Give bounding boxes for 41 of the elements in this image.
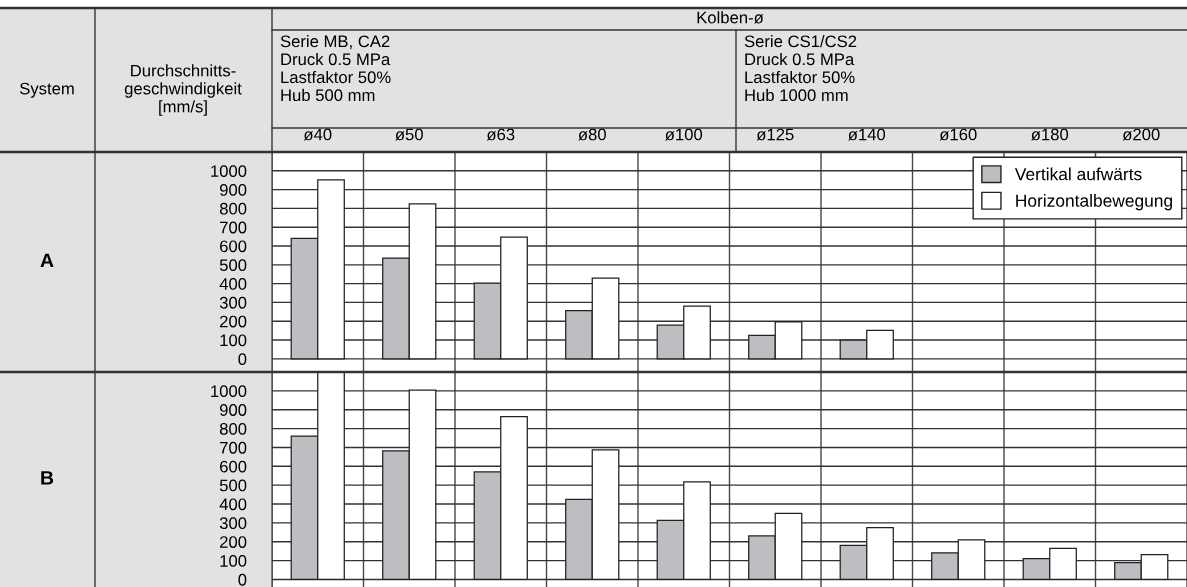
text: Durchschnitts- geschwindigkeit [mm/s] <box>124 64 242 116</box>
y-tick-label: 800 <box>219 202 247 215</box>
x-tick-label: ø180 <box>1031 128 1069 141</box>
x-tick-label: ø100 <box>665 128 703 141</box>
y-tick-label: 300 <box>219 517 247 530</box>
y-tick-label: 500 <box>219 259 247 272</box>
legend-label: Vertikal aufwärts <box>1014 167 1142 181</box>
x-tick-label: ø40 <box>303 128 332 141</box>
y-tick-label: 700 <box>220 441 247 454</box>
y-tick-label: 300 <box>219 296 247 309</box>
legend-label: Horizontalbewegung <box>1016 194 1172 211</box>
y-tick-label: 700 <box>220 221 247 234</box>
text: Kolben-ø <box>697 11 764 24</box>
x-tick-label: ø140 <box>848 128 886 141</box>
y-tick-label: 900 <box>219 184 247 196</box>
y-tick-label: 400 <box>219 498 247 511</box>
text: Serie MB, CA2 Druck 0.5 MPa Lastfaktor 50% Hub 500 mm <box>280 35 391 102</box>
y-tick-label: 200 <box>220 536 247 548</box>
x-tick-label: ø80 <box>578 128 606 141</box>
y-tick-label: 0 <box>238 573 247 586</box>
y-axis-title: B <box>41 471 54 485</box>
y-tick-label: 400 <box>219 278 247 290</box>
text: Serie CS1/CS2 Druck 0.5 MPa Lastfaktor 50% Hub 1000 mm <box>744 35 857 102</box>
y-tick-label: 600 <box>220 460 247 473</box>
y-tick-label: 600 <box>220 240 247 253</box>
y-tick-label: 500 <box>219 479 247 492</box>
x-tick-label: ø125 <box>756 128 794 141</box>
x-tick-label: ø63 <box>486 128 515 141</box>
x-tick-label: ø160 <box>939 128 977 141</box>
y-tick-label: 100 <box>220 555 247 567</box>
y-tick-label: 1000 <box>211 385 247 398</box>
x-tick-label: ø200 <box>1122 128 1160 141</box>
y-tick-label: 200 <box>220 315 247 328</box>
y-tick-label: 900 <box>219 404 247 416</box>
y-axis-title: A <box>40 253 54 268</box>
y-tick-label: 0 <box>238 353 247 366</box>
y-tick-label: 800 <box>219 422 247 435</box>
text: System <box>19 82 74 98</box>
x-tick-label: ø50 <box>395 128 423 141</box>
y-tick-label: 100 <box>220 334 247 347</box>
y-tick-label: 1000 <box>211 165 247 178</box>
